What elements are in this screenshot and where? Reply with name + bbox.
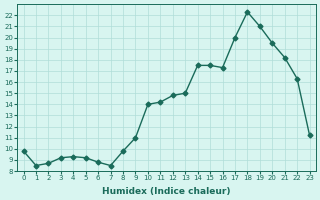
X-axis label: Humidex (Indice chaleur): Humidex (Indice chaleur) <box>102 187 231 196</box>
